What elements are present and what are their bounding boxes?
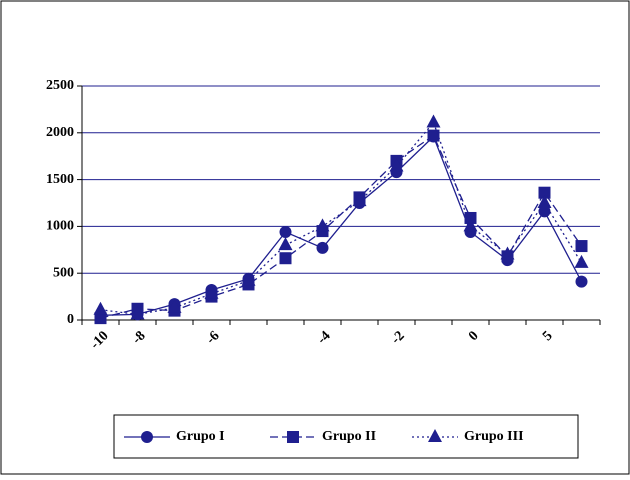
marker	[575, 240, 588, 253]
marker	[316, 241, 329, 254]
marker	[315, 218, 330, 232]
marker	[464, 211, 477, 224]
marker	[204, 285, 219, 299]
marker	[278, 237, 293, 251]
y-tick-label: 2000	[46, 125, 74, 140]
y-tick-label: 500	[53, 265, 74, 280]
marker	[287, 431, 299, 443]
y-tick-label: 1500	[46, 172, 74, 187]
y-tick-label: 1000	[46, 219, 74, 234]
marker	[389, 158, 404, 172]
marker	[537, 195, 552, 208]
marker	[428, 429, 442, 442]
marker	[575, 275, 588, 288]
series-line	[100, 135, 583, 316]
marker	[130, 306, 145, 320]
marker	[279, 226, 292, 239]
marker	[94, 312, 107, 325]
marker	[427, 129, 440, 142]
marker	[279, 252, 292, 265]
y-tick-label: 2500	[46, 78, 74, 93]
marker	[352, 193, 367, 207]
series-line	[100, 121, 583, 316]
series-line	[100, 134, 583, 319]
y-tick-label: 0	[67, 312, 74, 327]
legend-label: Grupo II	[322, 429, 376, 444]
marker	[93, 301, 108, 315]
marker	[426, 114, 441, 128]
legend-box	[113, 414, 579, 459]
marker	[574, 254, 589, 268]
legend-label: Grupo I	[176, 429, 225, 444]
marker	[500, 246, 515, 260]
marker	[167, 299, 182, 313]
marker	[141, 431, 153, 443]
marker	[241, 272, 256, 286]
marker	[463, 218, 478, 232]
marker	[538, 186, 551, 199]
legend-label: Grupo III	[464, 429, 524, 444]
